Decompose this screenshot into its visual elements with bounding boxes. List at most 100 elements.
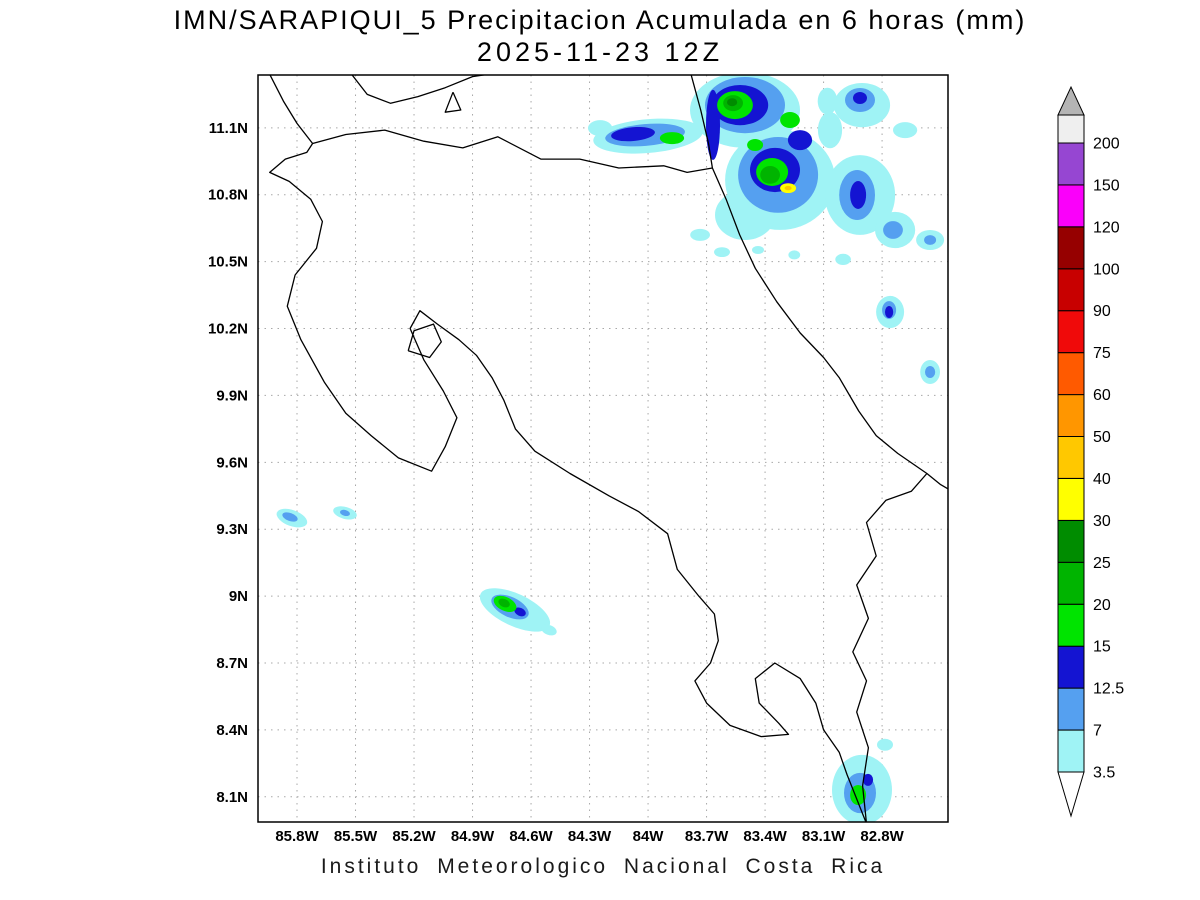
- colorbar-tick-label: 3.5: [1093, 765, 1115, 782]
- precip-cell: [817, 87, 838, 115]
- precip-cell: [611, 126, 655, 142]
- y-axis-tick-label: 11.1N: [209, 120, 248, 137]
- colorbar-labels: 3.5 7 12.5 15 20 25 30 40 50 60 75 90 100 120 150 200: [1093, 136, 1124, 782]
- colorbar-segment: [1057, 184, 1085, 228]
- y-axis-tick-label: 8.1N: [216, 789, 248, 806]
- colorbar-tick-label: 40: [1093, 471, 1111, 488]
- colorbar-tick-label: 200: [1093, 136, 1120, 153]
- coastline-lake-nicaragua-shore: [351, 75, 488, 104]
- precip-cell: [588, 120, 613, 137]
- precip-cell: [780, 112, 800, 128]
- y-axis-tick-label: 10.5N: [208, 254, 248, 271]
- precip-cell: [924, 235, 937, 245]
- coastline-layer: [269, 75, 948, 822]
- x-axis-tick-label: 83.4W: [743, 828, 787, 845]
- precip-cell: [541, 624, 557, 636]
- coastline-panama-caribbean: [926, 472, 948, 490]
- precip-cell: [862, 773, 874, 786]
- colorbar-segment: [1057, 226, 1085, 270]
- x-axis-tick-label: 83.7W: [685, 828, 729, 845]
- y-axis-tick-label: 9.9N: [216, 387, 248, 404]
- colorbar-tick-label: 20: [1093, 597, 1111, 614]
- precip-cell: [752, 246, 764, 254]
- colorbar-segment-above-max: [1057, 114, 1085, 144]
- colorbar-segment: [1057, 310, 1085, 354]
- colorbar-top-arrow: [1057, 85, 1085, 116]
- colorbar-segment: [1057, 436, 1085, 479]
- colorbar: [1057, 85, 1085, 818]
- precip-cell: [282, 512, 298, 522]
- colorbar-segment: [1057, 603, 1085, 647]
- precip-cell: [817, 112, 843, 149]
- y-axis-tick-label: 10.8N: [208, 187, 248, 204]
- footer-text: Instituto Meteorologico Nacional Costa R…: [320, 855, 886, 878]
- x-axis-tick-label: 85.8W: [275, 828, 319, 845]
- x-axis-tick-label: 83.1W: [802, 828, 846, 845]
- precip-cell: [747, 139, 764, 151]
- precip-cell: [877, 738, 893, 751]
- y-axis-tick-label: 10.2N: [208, 321, 248, 338]
- colorbar-segment: [1057, 142, 1085, 186]
- precip-cell: [498, 598, 510, 608]
- colorbar-tick-label: 60: [1093, 387, 1111, 404]
- x-axis-tick-label: 85.5W: [334, 828, 378, 845]
- precip-cell: [787, 130, 813, 151]
- colorbar-segment: [1057, 352, 1085, 396]
- precip-cell: [853, 92, 867, 104]
- colorbar-segment: [1057, 645, 1085, 689]
- colorbar-tick-label: 75: [1093, 345, 1111, 362]
- precip-cell: [340, 509, 350, 516]
- colorbar-tick-label: 12.5: [1093, 681, 1124, 698]
- precip-layer: [276, 75, 945, 822]
- colorbar-tick-label: 120: [1093, 219, 1120, 236]
- y-axis-tick-label: 9N: [229, 588, 248, 605]
- chart-datetime: 2025-11-23 12Z: [476, 37, 724, 67]
- x-axis-tick-label: 85.2W: [392, 828, 436, 845]
- precip-cell: [850, 181, 867, 209]
- y-axis-tick-label: 9.3N: [216, 521, 248, 538]
- coastline-gulf-island: [407, 323, 442, 359]
- colorbar-segment: [1057, 519, 1085, 563]
- coastline-nicaragua-pacific: [269, 75, 314, 144]
- precip-cell: [788, 250, 801, 260]
- colorbar-segment: [1057, 394, 1085, 438]
- colorbar-segment: [1057, 561, 1085, 605]
- axis-labels: 11.1N 10.8N 10.5N 10.2N 9.9N 9.6N 9.3N 9N 8.7N 8.…: [208, 120, 905, 845]
- precip-cell: [714, 247, 730, 257]
- colorbar-bottom-arrow: [1057, 771, 1085, 818]
- precip-cell: [690, 228, 710, 241]
- precip-cell: [514, 607, 526, 617]
- coastline-nicaragua-caribbean: [690, 75, 714, 169]
- x-axis-tick-label: 84.6W: [509, 828, 553, 845]
- precip-cell: [760, 166, 780, 184]
- colorbar-tick-label: 50: [1093, 429, 1111, 446]
- x-axis-tick-label: 84W: [633, 828, 665, 845]
- y-axis-tick-label: 8.4N: [216, 722, 248, 739]
- colorbar-tick-label: 150: [1093, 177, 1120, 194]
- precip-cell: [835, 253, 851, 265]
- colorbar-tick-label: 90: [1093, 303, 1111, 320]
- x-axis-tick-label: 84.9W: [451, 828, 495, 845]
- colorbar-tick-label: 30: [1093, 513, 1111, 530]
- precip-cell: [727, 98, 738, 107]
- x-axis-tick-label: 84.3W: [568, 828, 612, 845]
- map-frame: [257, 74, 949, 823]
- precip-cell: [706, 89, 720, 160]
- precip-cell: [784, 185, 792, 191]
- colorbar-segment: [1057, 478, 1085, 521]
- precip-cell: [925, 366, 936, 378]
- precip-cell: [850, 785, 867, 805]
- chart-title: IMN/SARAPIQUI_5 Precipitacion Acumulada …: [173, 5, 1027, 35]
- colorbar-segment: [1057, 687, 1085, 731]
- colorbar-tick-label: 25: [1093, 555, 1111, 572]
- coastline-costa-rica: [269, 129, 928, 822]
- precip-cell: [893, 122, 918, 139]
- precip-cell: [883, 221, 903, 239]
- x-axis-tick-label: 82.8W: [860, 828, 904, 845]
- precip-cell: [885, 306, 894, 318]
- colorbar-tick-label: 100: [1093, 261, 1120, 278]
- colorbar-tick-label: 7: [1093, 723, 1102, 740]
- colorbar-segment: [1057, 729, 1085, 773]
- coastline-ometepe-island: [444, 91, 462, 113]
- y-axis-tick-label: 9.6N: [216, 454, 248, 471]
